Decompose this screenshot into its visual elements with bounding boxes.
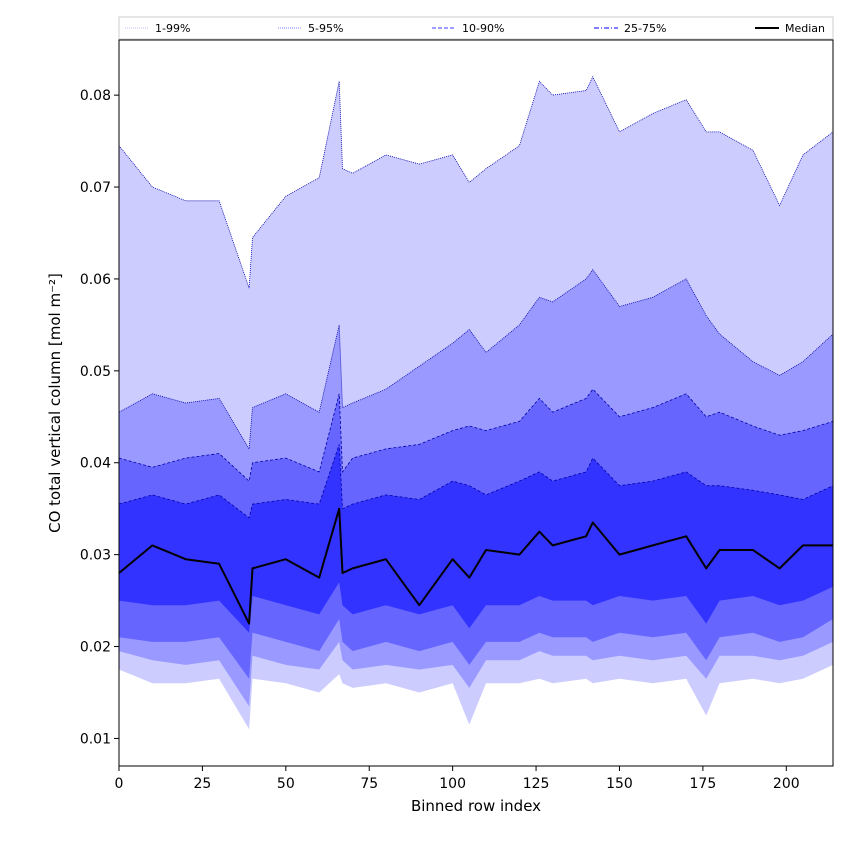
x-tick-label: 100 — [439, 776, 466, 792]
x-axis-title: Binned row index — [411, 797, 541, 815]
x-tick-label: 150 — [606, 776, 633, 792]
y-tick-label: 0.04 — [80, 456, 111, 472]
y-axis-title: CO total vertical column [mol m⁻²] — [46, 273, 64, 533]
band-1-99%-upper-edge — [119, 75, 833, 289]
legend-label-5-95%: 5-95% — [308, 22, 343, 35]
y-axis: 0.01 0.02 0.03 0.04 0.05 0.06 0.07 0.08 — [80, 88, 119, 747]
x-tick-label: 75 — [360, 776, 378, 792]
band-5-95%-upper-edge — [119, 269, 833, 451]
y-tick-label: 0.05 — [80, 364, 111, 380]
band-25-75%-upper-edge — [119, 444, 833, 519]
x-axis: 0 25 50 75 100 125 150 175 200 — [115, 766, 800, 792]
legend-label-25-75%: 25-75% — [624, 22, 666, 35]
y-tick-label: 0.02 — [80, 640, 111, 656]
legend: 1-99% 5-95% 10-90% 25-75% Median — [118, 16, 834, 40]
legend-box — [118, 16, 834, 40]
x-tick-label: 0 — [115, 776, 124, 792]
legend-label-1-99%: 1-99% — [155, 22, 190, 35]
x-tick-label: 125 — [523, 776, 550, 792]
y-tick-label: 0.06 — [80, 272, 111, 288]
plot-frame — [118, 39, 834, 767]
x-tick-label: 50 — [277, 776, 295, 792]
x-tick-label: 25 — [193, 776, 211, 792]
y-tick-label: 0.08 — [80, 88, 111, 104]
band-25-75%-area — [119, 444, 833, 633]
x-tick-label: 175 — [690, 776, 717, 792]
legend-label-10-90%: 10-90% — [462, 22, 504, 35]
y-tick-label: 0.01 — [80, 731, 111, 747]
legend-label-Median: Median — [785, 22, 825, 35]
y-tick-label: 0.07 — [80, 180, 111, 196]
x-tick-label: 200 — [773, 776, 800, 792]
median-layer — [119, 507, 833, 625]
series-median-line — [119, 507, 833, 625]
band-10-90%-upper-edge — [119, 388, 833, 482]
y-tick-label: 0.03 — [80, 548, 111, 564]
